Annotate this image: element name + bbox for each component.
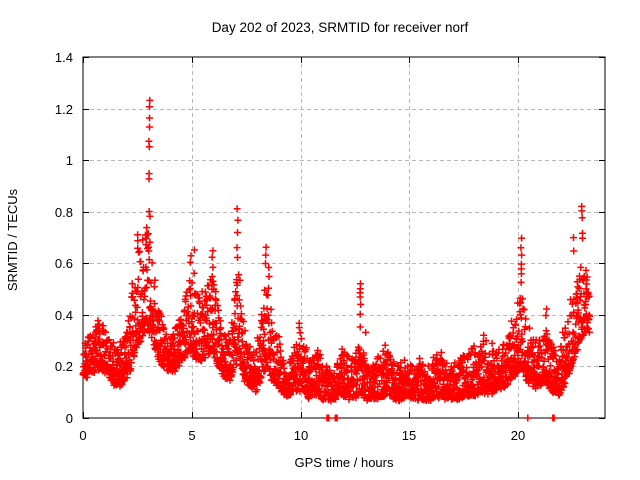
x-tick-label: 15 [402,428,416,443]
x-tick-label: 20 [511,428,525,443]
y-tick-label: 0.2 [55,359,73,374]
plot-border [82,56,606,419]
y-tick-label: 1.2 [55,102,73,117]
y-tick-label: 0.4 [55,308,73,323]
x-axis-label: GPS time / hours [295,455,394,470]
x-tick-label: 0 [79,428,86,443]
x-tick-label: 10 [294,428,308,443]
y-tick-label: 1.4 [55,50,73,65]
tick-labels: 0 5 10 15 20 0 0.2 0.4 0.6 0.8 1 1.2 1.4 [55,50,525,443]
y-tick-label: 0.6 [55,256,73,271]
chart-title: Day 202 of 2023, SRMTID for receiver nor… [212,20,469,35]
y-tick-label: 0.8 [55,205,73,220]
data-points [79,96,594,422]
y-tick-label: 1 [66,153,73,168]
axis-ticks [83,57,605,419]
scatter-points-srmtid [79,96,594,422]
x-tick-label: 5 [188,428,195,443]
y-axis-label: SRMTID / TECUs [5,188,20,291]
y-tick-label: 0 [66,411,73,426]
